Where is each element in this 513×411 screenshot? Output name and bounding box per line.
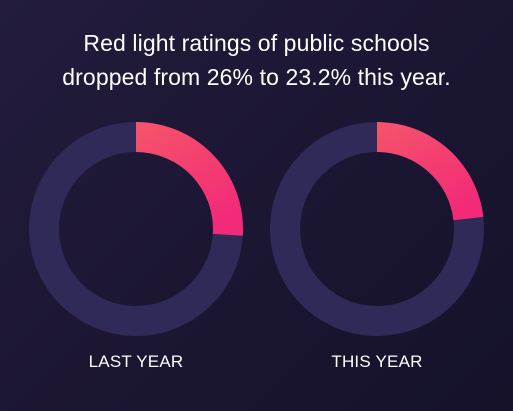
donut-segment-red-light [377,122,484,221]
donut-label-last-year: LAST YEAR [88,352,184,371]
donut-segment-red-light [136,122,243,236]
donut-label-this-year: THIS YEAR [331,352,423,371]
title-line-2: dropped from 26% to 23.2% this year. [62,64,451,90]
donut-chart-last-year [29,122,243,336]
donut-chart-this-year [270,122,484,336]
title-line-1: Red light ratings of public schools [83,30,430,56]
chart-title: Red light ratings of public schools drop… [0,26,513,94]
